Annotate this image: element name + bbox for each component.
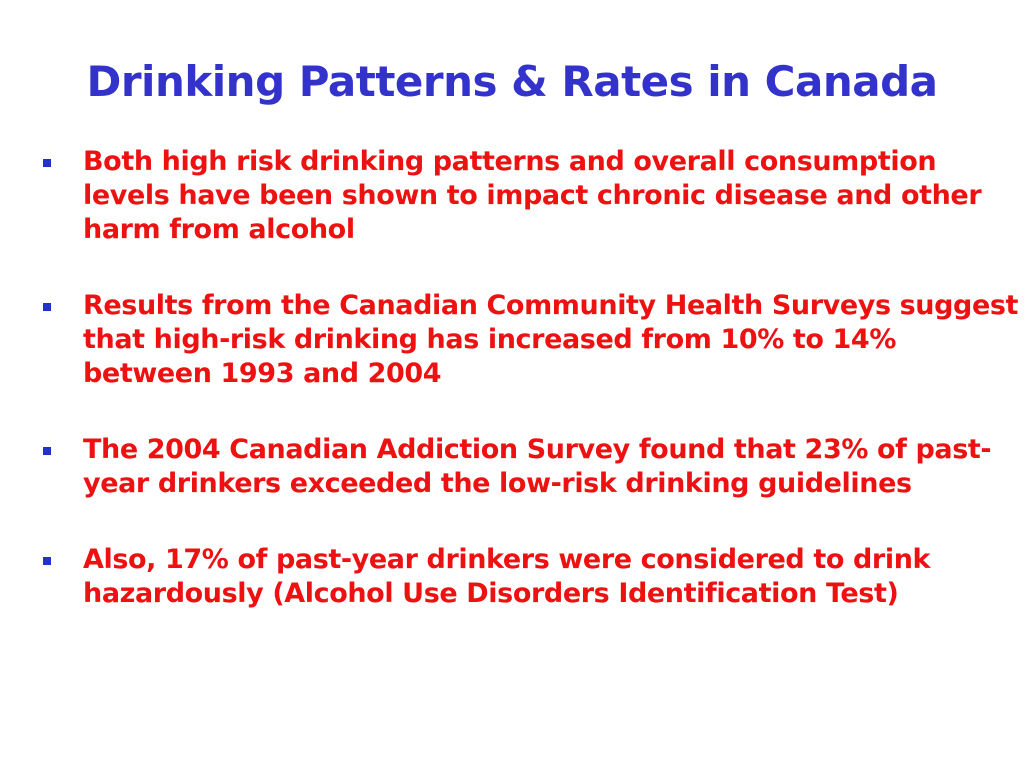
bullet-item: Also, 17% of past-year drinkers were con… bbox=[40, 543, 1020, 611]
square-bullet-icon bbox=[43, 159, 51, 167]
bullet-item: Results from the Canadian Community Heal… bbox=[40, 289, 1020, 391]
square-bullet-icon bbox=[43, 557, 51, 565]
bullet-text: Both high risk drinking patterns and ove… bbox=[83, 146, 982, 245]
slide-title: Drinking Patterns & Rates in Canada bbox=[86, 57, 938, 106]
square-bullet-icon bbox=[43, 303, 51, 311]
bullet-text: Also, 17% of past-year drinkers were con… bbox=[83, 544, 931, 609]
square-bullet-icon bbox=[43, 447, 51, 455]
bullet-list: Both high risk drinking patterns and ove… bbox=[40, 145, 1020, 653]
bullet-text: The 2004 Canadian Addiction Survey found… bbox=[83, 434, 992, 499]
bullet-text: Results from the Canadian Community Heal… bbox=[83, 290, 1019, 389]
bullet-item: Both high risk drinking patterns and ove… bbox=[40, 145, 1020, 247]
bullet-item: The 2004 Canadian Addiction Survey found… bbox=[40, 433, 1020, 501]
